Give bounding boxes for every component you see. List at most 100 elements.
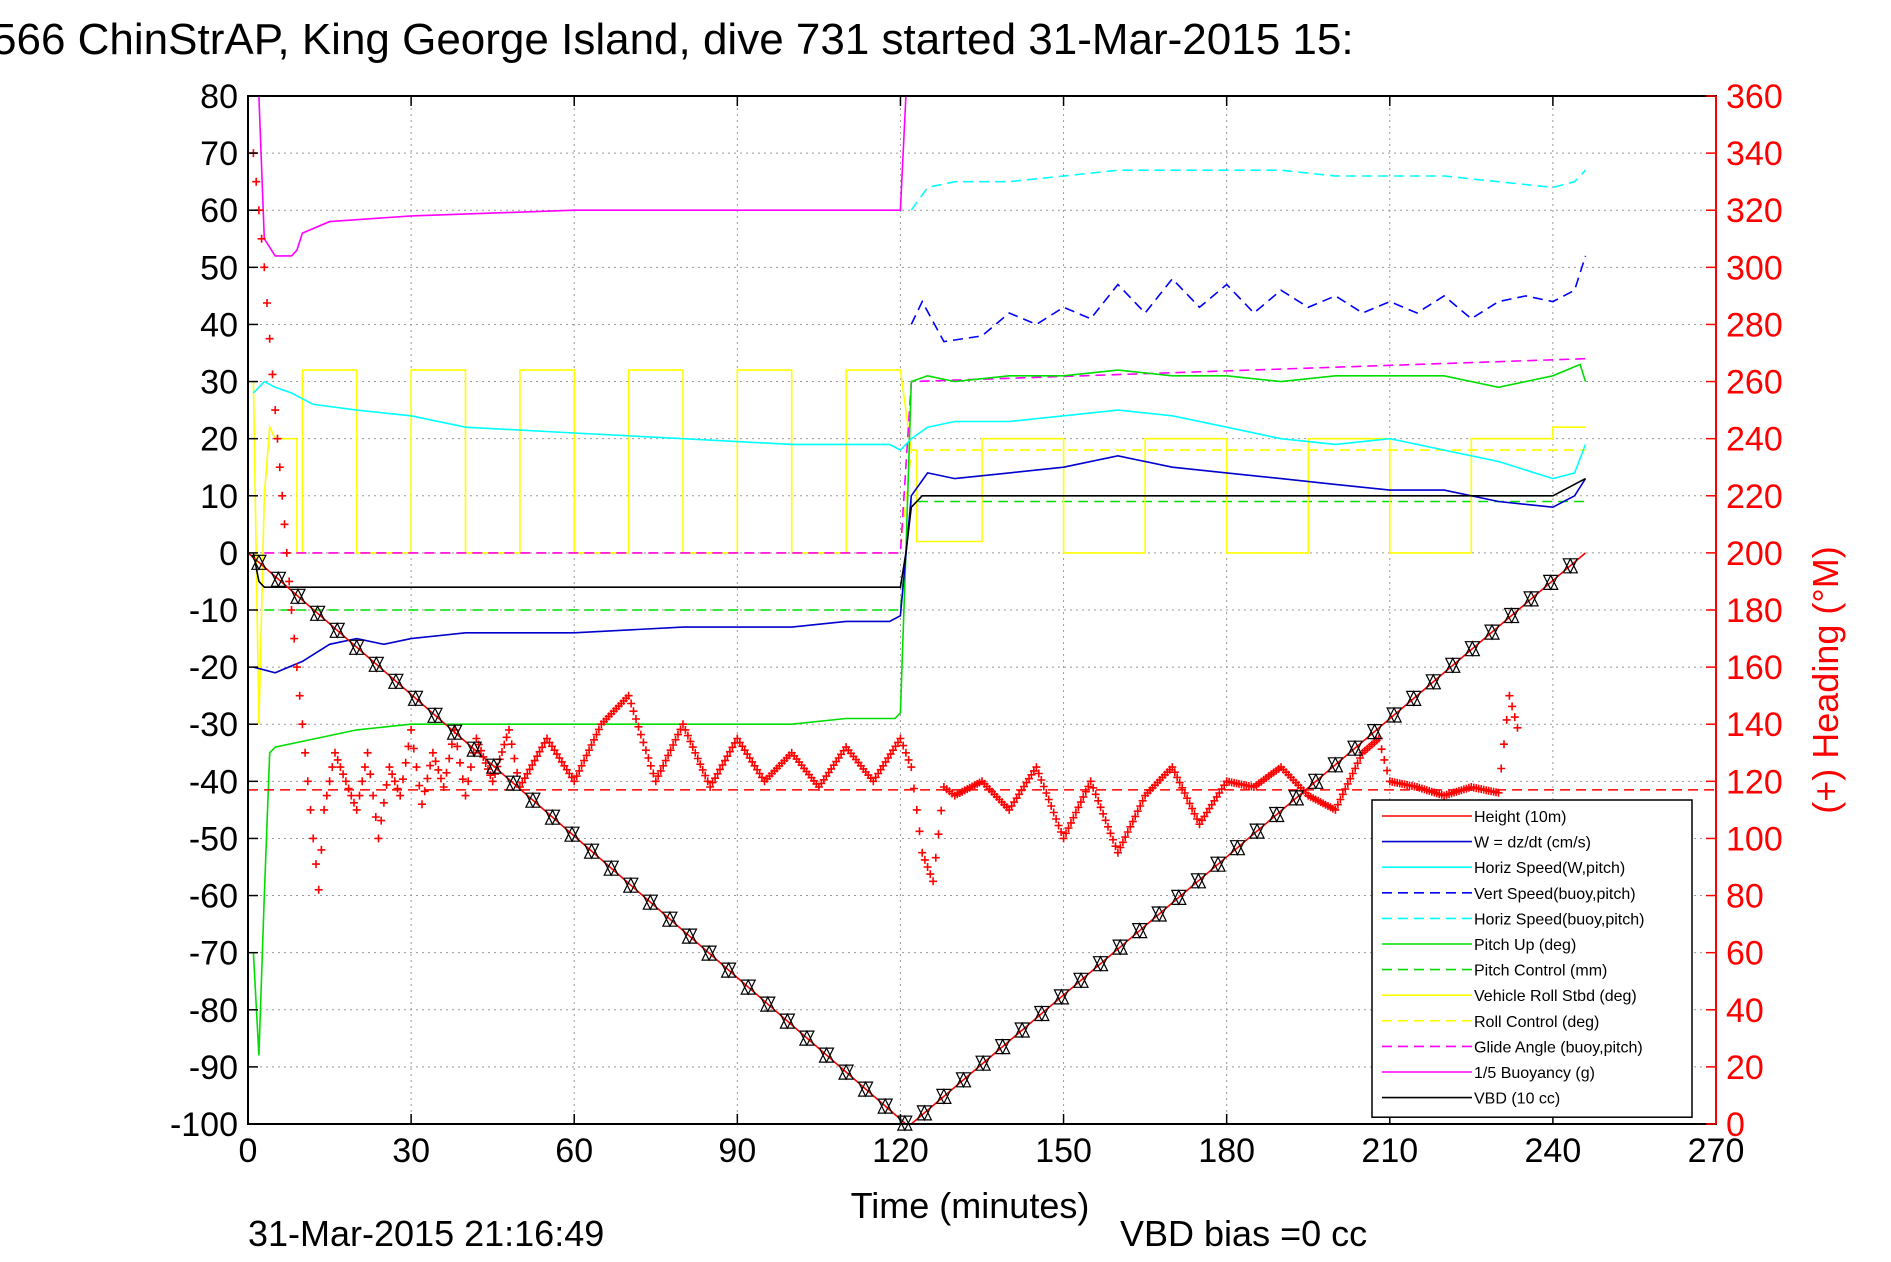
- heading-marker: [280, 520, 289, 529]
- heading-marker: [379, 798, 388, 807]
- height-marker: [466, 740, 483, 758]
- heading-marker: [912, 805, 921, 814]
- heading-marker: [1084, 782, 1093, 791]
- y-tick-label: 80: [200, 78, 238, 116]
- y-tick-label: -80: [189, 992, 238, 1030]
- heading-marker: [632, 715, 640, 723]
- heading-marker: [1383, 766, 1392, 775]
- heading-marker: [412, 763, 421, 772]
- heading-marker: [1497, 764, 1506, 773]
- heading-marker: [934, 830, 943, 839]
- heading-marker: [1116, 843, 1125, 852]
- y-tick-label: 50: [200, 249, 238, 287]
- heading-marker: [306, 805, 315, 814]
- heading-marker: [723, 752, 732, 761]
- y-tick-label: 40: [200, 306, 238, 344]
- heading-marker: [363, 748, 372, 757]
- y-right-tick-label: 180: [1726, 592, 1783, 630]
- heading-marker: [683, 731, 692, 740]
- y-right-tick-label: 300: [1726, 249, 1783, 287]
- x-tick-label: 60: [555, 1132, 593, 1170]
- heading-marker: [929, 877, 938, 886]
- x-tick-label: 240: [1525, 1132, 1582, 1170]
- height-marker: [368, 655, 385, 673]
- height-marker: [1288, 789, 1305, 807]
- legend-entry: Vert Speed(buoy,pitch): [1474, 886, 1636, 903]
- height-marker: [720, 961, 737, 979]
- heading-marker: [629, 707, 638, 716]
- heading-marker: [1502, 715, 1511, 724]
- height-marker: [485, 757, 502, 775]
- chart-title: 566 ChinStrAP, King George Island, dive …: [0, 15, 1354, 64]
- heading-marker: [257, 234, 266, 243]
- heading-marker: [1190, 809, 1199, 818]
- heading-marker: [1513, 723, 1522, 732]
- heading-marker: [669, 741, 678, 749]
- heading-marker: [523, 769, 532, 778]
- height-marker: [916, 1104, 933, 1122]
- heading-marker: [393, 784, 402, 793]
- y-right-tick-label: 220: [1726, 478, 1783, 516]
- height-marker: [1347, 739, 1363, 757]
- heading-marker: [273, 434, 282, 443]
- heading-marker: [1133, 807, 1142, 816]
- heading-marker: [1175, 778, 1184, 787]
- heading-marker: [1500, 740, 1508, 749]
- heading-marker: [708, 778, 717, 787]
- height-marker: [1112, 938, 1129, 956]
- height-marker: [838, 1063, 855, 1081]
- height-marker: [642, 893, 659, 911]
- heading-marker: [271, 406, 280, 415]
- heading-marker: [530, 756, 539, 765]
- heading-marker: [590, 735, 598, 744]
- heading-marker: [718, 761, 727, 769]
- heading-marker: [1062, 829, 1070, 838]
- heading-marker: [358, 777, 367, 786]
- height-marker: [818, 1046, 835, 1064]
- heading-marker: [331, 748, 339, 757]
- height-marker: [1092, 955, 1109, 973]
- heading-marker: [312, 860, 320, 869]
- heading-marker: [366, 770, 375, 779]
- heading-marker: [706, 783, 715, 791]
- heading-marker: [268, 370, 277, 379]
- x-tick-labels: 0 30 60 90 120 150 180 210 240 270: [239, 96, 1744, 1170]
- heading-marker: [388, 770, 397, 779]
- heading-marker: [1343, 779, 1352, 788]
- heading-marker: [434, 765, 443, 774]
- heading-marker: [290, 634, 299, 643]
- heading-marker: [1377, 745, 1386, 754]
- series-line-7: [252, 369, 1586, 725]
- heading-marker: [1039, 782, 1048, 791]
- heading-marker: [418, 800, 426, 809]
- heading-marker: [464, 777, 473, 786]
- heading-marker: [513, 768, 522, 777]
- x-tick-label: 120: [872, 1132, 929, 1170]
- heading-marker: [1037, 776, 1046, 784]
- heading-marker: [1173, 773, 1182, 782]
- height-marker: [759, 995, 776, 1013]
- height-marker: [290, 587, 306, 605]
- heading-marker: [396, 791, 405, 800]
- y-right-tick-label: 260: [1726, 364, 1783, 402]
- footer-timestamp: 31-Mar-2015 21:16:49: [248, 1213, 604, 1254]
- heading-marker: [298, 720, 307, 729]
- y-right-tick-label: 0: [1726, 1106, 1745, 1144]
- heading-marker: [355, 791, 364, 800]
- x-axis-title: Time (minutes): [851, 1185, 1090, 1226]
- heading-marker: [456, 758, 464, 767]
- heading-marker: [1183, 794, 1192, 803]
- heading-marker: [1123, 828, 1132, 836]
- height-marker: [1190, 872, 1207, 890]
- heading-marker: [703, 777, 712, 786]
- series-line-9: [264, 357, 1586, 554]
- heading-marker: [341, 777, 350, 786]
- heading-marker: [570, 777, 579, 786]
- heading-marker: [1193, 815, 1201, 823]
- heading-marker: [686, 737, 695, 746]
- heading-marker: [505, 725, 513, 734]
- heading-marker: [671, 735, 680, 744]
- heading-marker: [502, 733, 511, 742]
- heading-marker: [1494, 788, 1503, 797]
- heading-marker: [923, 863, 932, 871]
